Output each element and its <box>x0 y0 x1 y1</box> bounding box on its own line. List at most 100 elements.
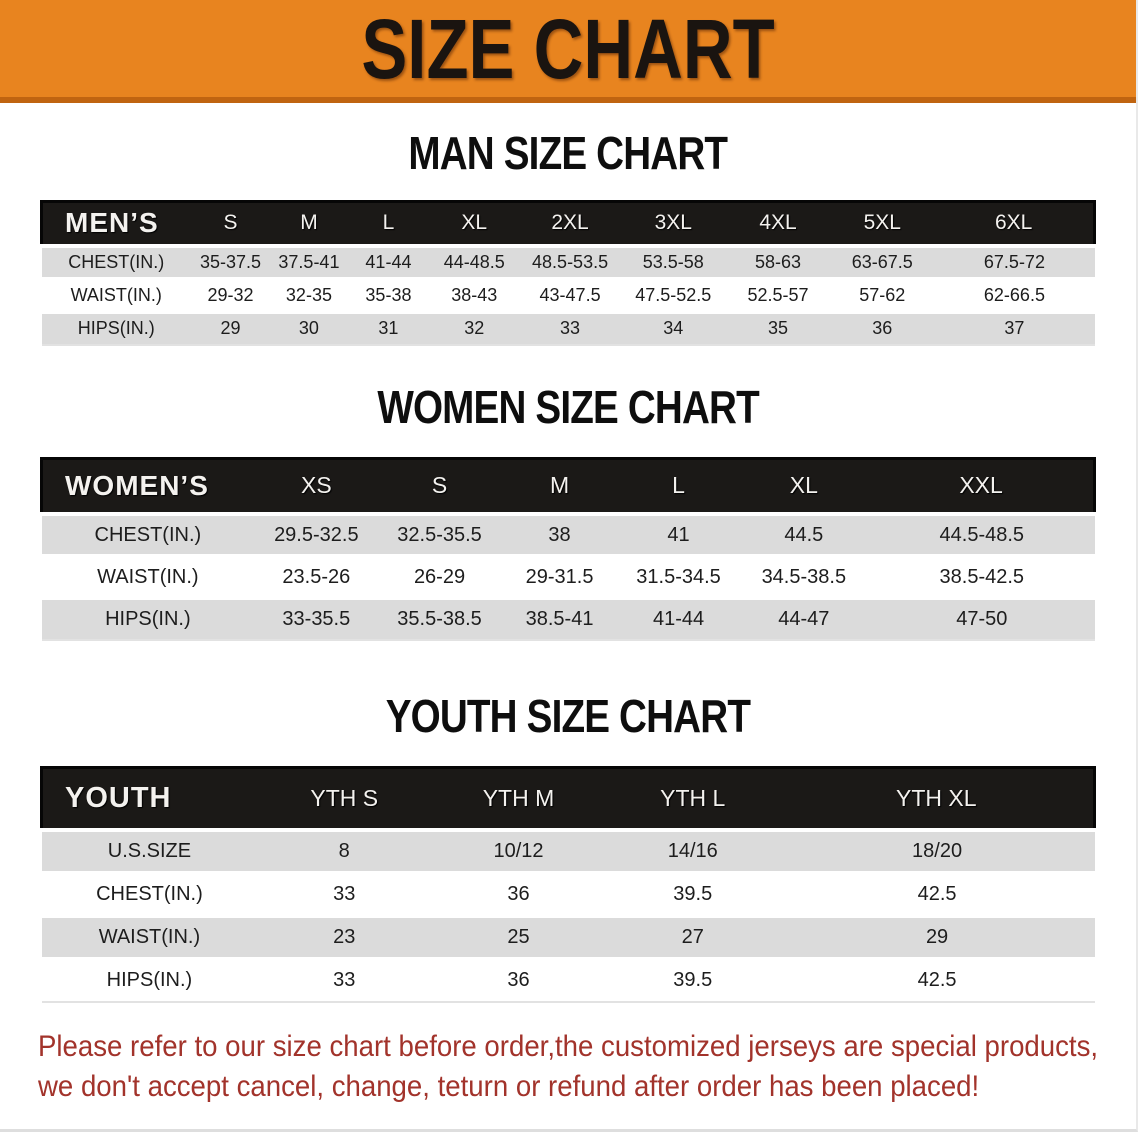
measurement-value-cell: 62-66.5 <box>934 276 1095 312</box>
measurement-value-cell: 29.5-32.5 <box>254 512 379 556</box>
measurement-value-cell: 33-35.5 <box>254 596 379 640</box>
measurement-row: WAIST(IN.) 23 25 27 29 <box>41 913 1095 959</box>
measurement-value-cell: 35 <box>725 309 831 345</box>
size-column-header: YTH M <box>482 784 555 811</box>
measurement-value-cell: 23 <box>257 913 432 959</box>
measurement-row-label: CHEST(IN.) <box>41 870 258 916</box>
men-section-title: MAN SIZE CHART <box>408 127 729 179</box>
measurement-row: HIPS(IN.) 33-35.5 35.5-38.5 38.5-41 41-44 44-… <box>41 596 1095 640</box>
measurement-value-cell: 33 <box>257 956 432 1002</box>
table-group-label: WOMEN’S <box>65 469 209 501</box>
disclaimer-line-2: we don't accept cancel, change, teturn o… <box>38 1069 980 1103</box>
measurement-value-cell: 31.5-34.5 <box>618 554 739 598</box>
table-group-label: MEN’S <box>65 207 159 239</box>
measurement-value-cell: 29-32 <box>191 276 270 312</box>
measurement-value-cell: 36 <box>431 956 606 1002</box>
measurement-value-cell: 43-47.5 <box>519 276 621 312</box>
measurement-value-cell: 42.5 <box>779 870 1095 916</box>
measurement-value-cell: 52.5-57 <box>725 276 831 312</box>
measurement-row: HIPS(IN.) 33 36 39.5 42.5 <box>41 956 1095 1002</box>
men-size-section: MAN SIZE CHART MEN’S S M L XL 2XL 3XL 4XL 5XL 6XL… <box>0 130 1136 346</box>
measurement-value-cell: 44.5-48.5 <box>869 512 1095 556</box>
women-section-title: WOMEN SIZE CHART <box>377 380 759 433</box>
measurement-value-cell: 33 <box>519 309 621 345</box>
size-column-header: S <box>223 211 238 235</box>
measurement-value-cell: 27 <box>605 913 780 959</box>
measurement-value-cell: 33 <box>257 870 432 916</box>
measurement-value-cell: 47.5-52.5 <box>620 276 726 312</box>
measurement-value-cell: 39.5 <box>605 870 780 916</box>
measurement-value-cell: 48.5-53.5 <box>519 243 621 279</box>
disclaimer-line-1: Please refer to our size chart before or… <box>38 1029 1099 1063</box>
size-column-header: L <box>672 472 685 499</box>
size-table-header-row: WOMEN’S XS S M L XL XXL <box>41 458 1095 514</box>
measurement-row-label: WAIST(IN.) <box>41 276 192 312</box>
measurement-value-cell: 30 <box>269 309 348 345</box>
size-column-header: XS <box>300 472 332 499</box>
measurement-row-label: WAIST(IN.) <box>41 913 258 959</box>
measurement-value-cell: 35-37.5 <box>191 243 270 279</box>
measurement-value-cell: 57-62 <box>830 276 935 312</box>
measurement-value-cell: 37.5-41 <box>269 243 348 279</box>
size-column-header: 4XL <box>759 211 797 235</box>
measurement-value-cell: 38-43 <box>428 276 520 312</box>
men-size-table: MEN’S S M L XL 2XL 3XL 4XL 5XL 6XL CHEST(IN.) 35-37… <box>40 200 1096 346</box>
measurement-row-label: CHEST(IN.) <box>41 243 192 279</box>
table-group-label: YOUTH <box>65 781 172 814</box>
measurement-value-cell: 34.5-38.5 <box>738 554 870 598</box>
measurement-value-cell: 41 <box>618 512 739 556</box>
size-table-header-row: YOUTH YTH S YTH M YTH L YTH XL <box>41 767 1095 830</box>
youth-section-heading: YOUTH SIZE CHART <box>0 693 1136 739</box>
men-section-heading: MAN SIZE CHART <box>0 130 1136 176</box>
women-size-section: WOMEN SIZE CHART WOMEN’S XS S M L XL XXL CHEST(… <box>0 384 1136 641</box>
size-column-header: L <box>382 211 395 235</box>
measurement-value-cell: 23.5-26 <box>254 554 379 598</box>
size-column-header: XL <box>789 472 818 499</box>
measurement-value-cell: 36 <box>431 870 606 916</box>
measurement-value-cell: 29-31.5 <box>500 554 619 598</box>
measurement-value-cell: 38.5-42.5 <box>869 554 1095 598</box>
measurement-value-cell: 8 <box>257 827 432 873</box>
disclaimer-note: Please refer to our size chart before or… <box>0 1027 1136 1107</box>
size-column-header: XXL <box>959 472 1003 499</box>
measurement-value-cell: 25 <box>431 913 606 959</box>
measurement-value-cell: 35.5-38.5 <box>378 596 501 640</box>
measurement-value-cell: 63-67.5 <box>830 243 935 279</box>
measurement-value-cell: 44-48.5 <box>428 243 520 279</box>
measurement-row-label: U.S.SIZE <box>41 827 258 873</box>
youth-section-title: YOUTH SIZE CHART <box>385 690 751 742</box>
size-column-header: M <box>300 211 318 235</box>
measurement-value-cell: 35-38 <box>347 276 429 312</box>
measurement-row-label: HIPS(IN.) <box>41 956 258 1002</box>
measurement-value-cell: 18/20 <box>779 827 1095 873</box>
measurement-row-label: HIPS(IN.) <box>41 596 255 640</box>
size-table-header-row: MEN’S S M L XL 2XL 3XL 4XL 5XL 6XL <box>41 201 1095 246</box>
size-column-header: 5XL <box>863 211 901 235</box>
youth-size-table: YOUTH YTH S YTH M YTH L YTH XL U.S.SIZE 8 10/12… <box>40 766 1096 1003</box>
measurement-value-cell: 38 <box>500 512 619 556</box>
measurement-value-cell: 39.5 <box>605 956 780 1002</box>
size-column-header: YTH S <box>310 784 379 811</box>
measurement-value-cell: 37 <box>934 309 1095 345</box>
size-column-header: XL <box>461 211 488 235</box>
measurement-row: CHEST(IN.) 35-37.5 37.5-41 41-44 44-48.5 48.5… <box>41 243 1095 279</box>
measurement-row-label: HIPS(IN.) <box>41 309 192 345</box>
measurement-value-cell: 10/12 <box>431 827 606 873</box>
size-column-header: M <box>549 472 570 499</box>
measurement-value-cell: 58-63 <box>725 243 831 279</box>
size-column-header: 2XL <box>551 211 589 235</box>
banner: SIZE CHART <box>0 0 1136 103</box>
size-column-header: YTH L <box>660 784 726 811</box>
measurement-value-cell: 41-44 <box>618 596 739 640</box>
measurement-row: WAIST(IN.) 29-32 32-35 35-38 38-43 43-47.5 47.… <box>41 276 1095 312</box>
measurement-value-cell: 26-29 <box>378 554 501 598</box>
measurement-value-cell: 29 <box>191 309 270 345</box>
women-section-heading: WOMEN SIZE CHART <box>0 384 1136 430</box>
women-size-table: WOMEN’S XS S M L XL XXL CHEST(IN.) 29.5-32.5 32.5… <box>40 457 1096 641</box>
measurement-value-cell: 32 <box>428 309 520 345</box>
measurement-value-cell: 34 <box>620 309 726 345</box>
size-column-header: 6XL <box>995 211 1033 235</box>
banner-title: SIZE CHART <box>361 1 775 96</box>
measurement-value-cell: 41-44 <box>347 243 429 279</box>
